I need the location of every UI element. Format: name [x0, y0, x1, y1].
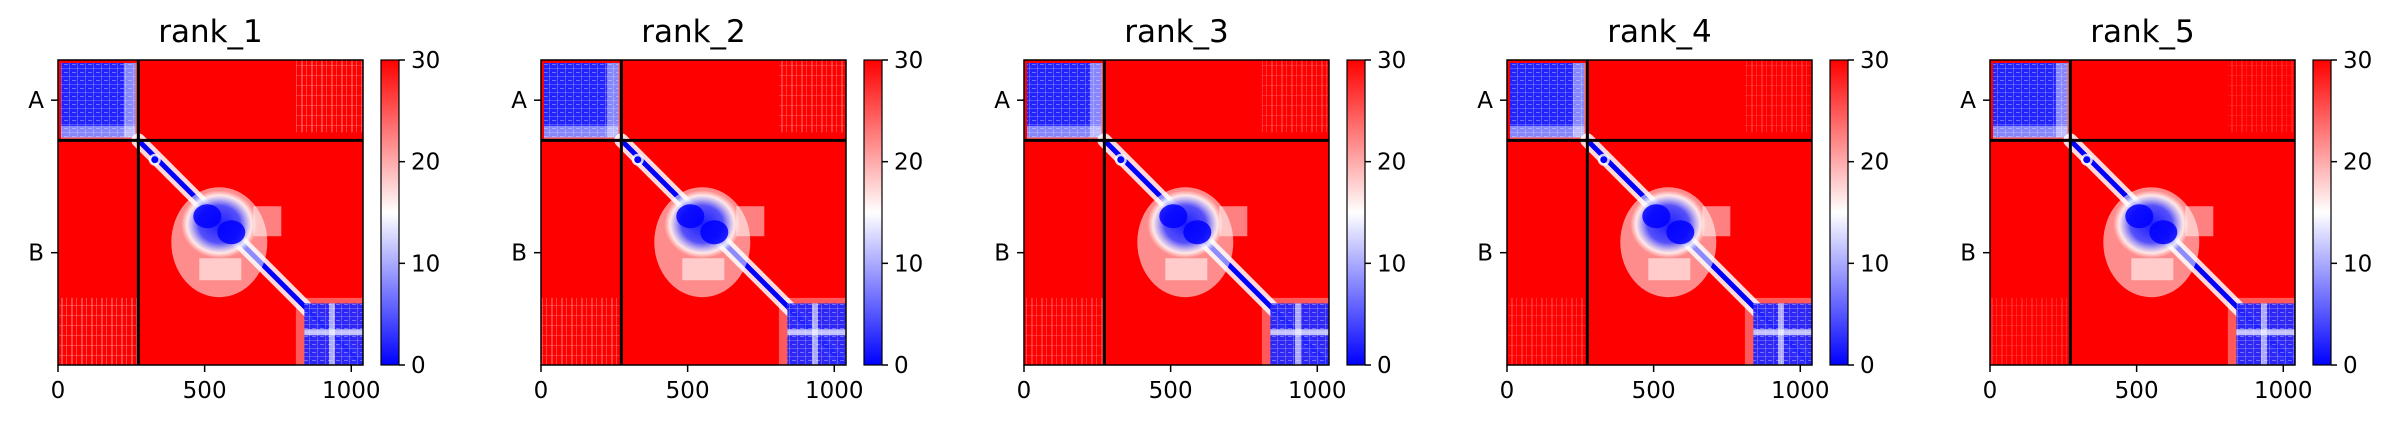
plot-frame: [540, 59, 847, 366]
interchain-region: [541, 297, 622, 365]
colorbar-tick-label: 20: [1860, 150, 1889, 176]
middle-domain-cluster: [1630, 190, 1707, 259]
panel-title: rank_5: [2090, 14, 2195, 50]
plot-frame: [1506, 59, 1813, 366]
heatmap-cells: [1990, 60, 2295, 365]
interchain-region: [58, 297, 139, 365]
colorbar-tick-label: 10: [2343, 251, 2372, 277]
colorbar-tick-label: 0: [411, 353, 426, 379]
y-tick-label: A: [1960, 88, 1976, 114]
colorbar-tick-label: 10: [1860, 251, 1889, 277]
heatmap-cells: [541, 60, 846, 365]
interchain-region: [295, 60, 363, 133]
heatmap-panel: rank_2 0 500 1000 A B 0 10 20 30: [511, 14, 923, 404]
interchain-region: [1261, 60, 1329, 133]
heatmap-cells: [58, 60, 363, 365]
x-tick-label: 1000: [2254, 378, 2313, 404]
chain-a-domain-block: [544, 63, 619, 138]
interchain-region: [1024, 297, 1105, 365]
panel-title: rank_3: [1124, 14, 1229, 50]
heatmap-cells: [1024, 60, 1329, 365]
colorbar-tick-label: 0: [1377, 353, 1392, 379]
panel-title: rank_2: [641, 14, 746, 50]
panel-title: rank_1: [158, 14, 263, 50]
colorbar-tick-label: 0: [894, 353, 909, 379]
x-tick-label: 0: [534, 378, 549, 404]
chain-a-domain-block: [1027, 63, 1102, 138]
middle-domain-cluster: [1147, 190, 1224, 259]
x-tick-label: 0: [1017, 378, 1032, 404]
colorbar-tick-label: 10: [894, 251, 923, 277]
colorbar-tick-label: 30: [1377, 48, 1406, 74]
x-tick-label: 500: [1632, 378, 1676, 404]
heatmap-panel: rank_4 0 500 1000 A B 0 10 20 30: [1477, 14, 1889, 404]
y-tick-label: B: [28, 241, 44, 267]
colorbar-tick-label: 10: [1377, 251, 1406, 277]
x-tick-label: 500: [2115, 378, 2159, 404]
heatmap-panel: rank_3 0 500 1000 A B 0 10 20 30: [994, 14, 1406, 404]
interchain-region: [1507, 297, 1588, 365]
y-tick-label: A: [28, 88, 44, 114]
colorbar-tick-label: 20: [411, 150, 440, 176]
middle-domain-cluster: [181, 190, 258, 259]
y-tick-label: A: [511, 88, 527, 114]
chain-a-domain-block: [1993, 63, 2068, 138]
chain-a-domain-block: [1510, 63, 1585, 138]
heatmap-cells: [1507, 60, 1812, 365]
colorbar: [1346, 59, 1366, 366]
x-tick-label: 0: [1500, 378, 1515, 404]
colorbar-tick-label: 20: [894, 150, 923, 176]
x-tick-label: 0: [1983, 378, 1998, 404]
x-tick-label: 0: [51, 378, 66, 404]
heatmap-panel: rank_1 0 500 1000 A B 0 10 20 30: [28, 14, 440, 404]
middle-domain-cluster: [664, 190, 741, 259]
heatmap-panel: rank_5 0 500 1000 A B 0 10 20 30: [1960, 14, 2372, 404]
colorbar: [863, 59, 883, 366]
y-tick-label: B: [511, 241, 527, 267]
colorbar-tick-label: 0: [1860, 353, 1875, 379]
interchain-region: [2227, 60, 2295, 133]
colorbar: [2312, 59, 2332, 366]
x-tick-label: 1000: [805, 378, 864, 404]
y-tick-label: A: [1477, 88, 1493, 114]
x-tick-label: 1000: [1771, 378, 1830, 404]
plot-frame: [1989, 59, 2296, 366]
colorbar: [380, 59, 400, 366]
y-tick-label: B: [994, 241, 1010, 267]
colorbar-tick-label: 30: [411, 48, 440, 74]
y-tick-label: B: [1960, 241, 1976, 267]
colorbar-tick-label: 30: [2343, 48, 2372, 74]
interchain-region: [1990, 297, 2071, 365]
middle-domain-cluster: [2113, 190, 2190, 259]
plot-frame: [57, 59, 364, 366]
colorbar-tick-label: 20: [2343, 150, 2372, 176]
colorbar-tick-label: 30: [894, 48, 923, 74]
x-tick-label: 500: [1149, 378, 1193, 404]
panel-title: rank_4: [1607, 14, 1712, 50]
plot-frame: [1023, 59, 1330, 366]
y-tick-label: B: [1477, 241, 1493, 267]
colorbar-tick-label: 10: [411, 251, 440, 277]
interchain-region: [778, 60, 846, 133]
colorbar-tick-label: 20: [1377, 150, 1406, 176]
y-tick-label: A: [994, 88, 1010, 114]
interchain-region: [1744, 60, 1812, 133]
x-tick-label: 500: [183, 378, 227, 404]
colorbar: [1829, 59, 1849, 366]
x-tick-label: 1000: [322, 378, 381, 404]
chain-a-domain-block: [61, 63, 136, 138]
colorbar-tick-label: 0: [2343, 353, 2358, 379]
x-tick-label: 500: [666, 378, 710, 404]
colorbar-tick-label: 30: [1860, 48, 1889, 74]
x-tick-label: 1000: [1288, 378, 1347, 404]
